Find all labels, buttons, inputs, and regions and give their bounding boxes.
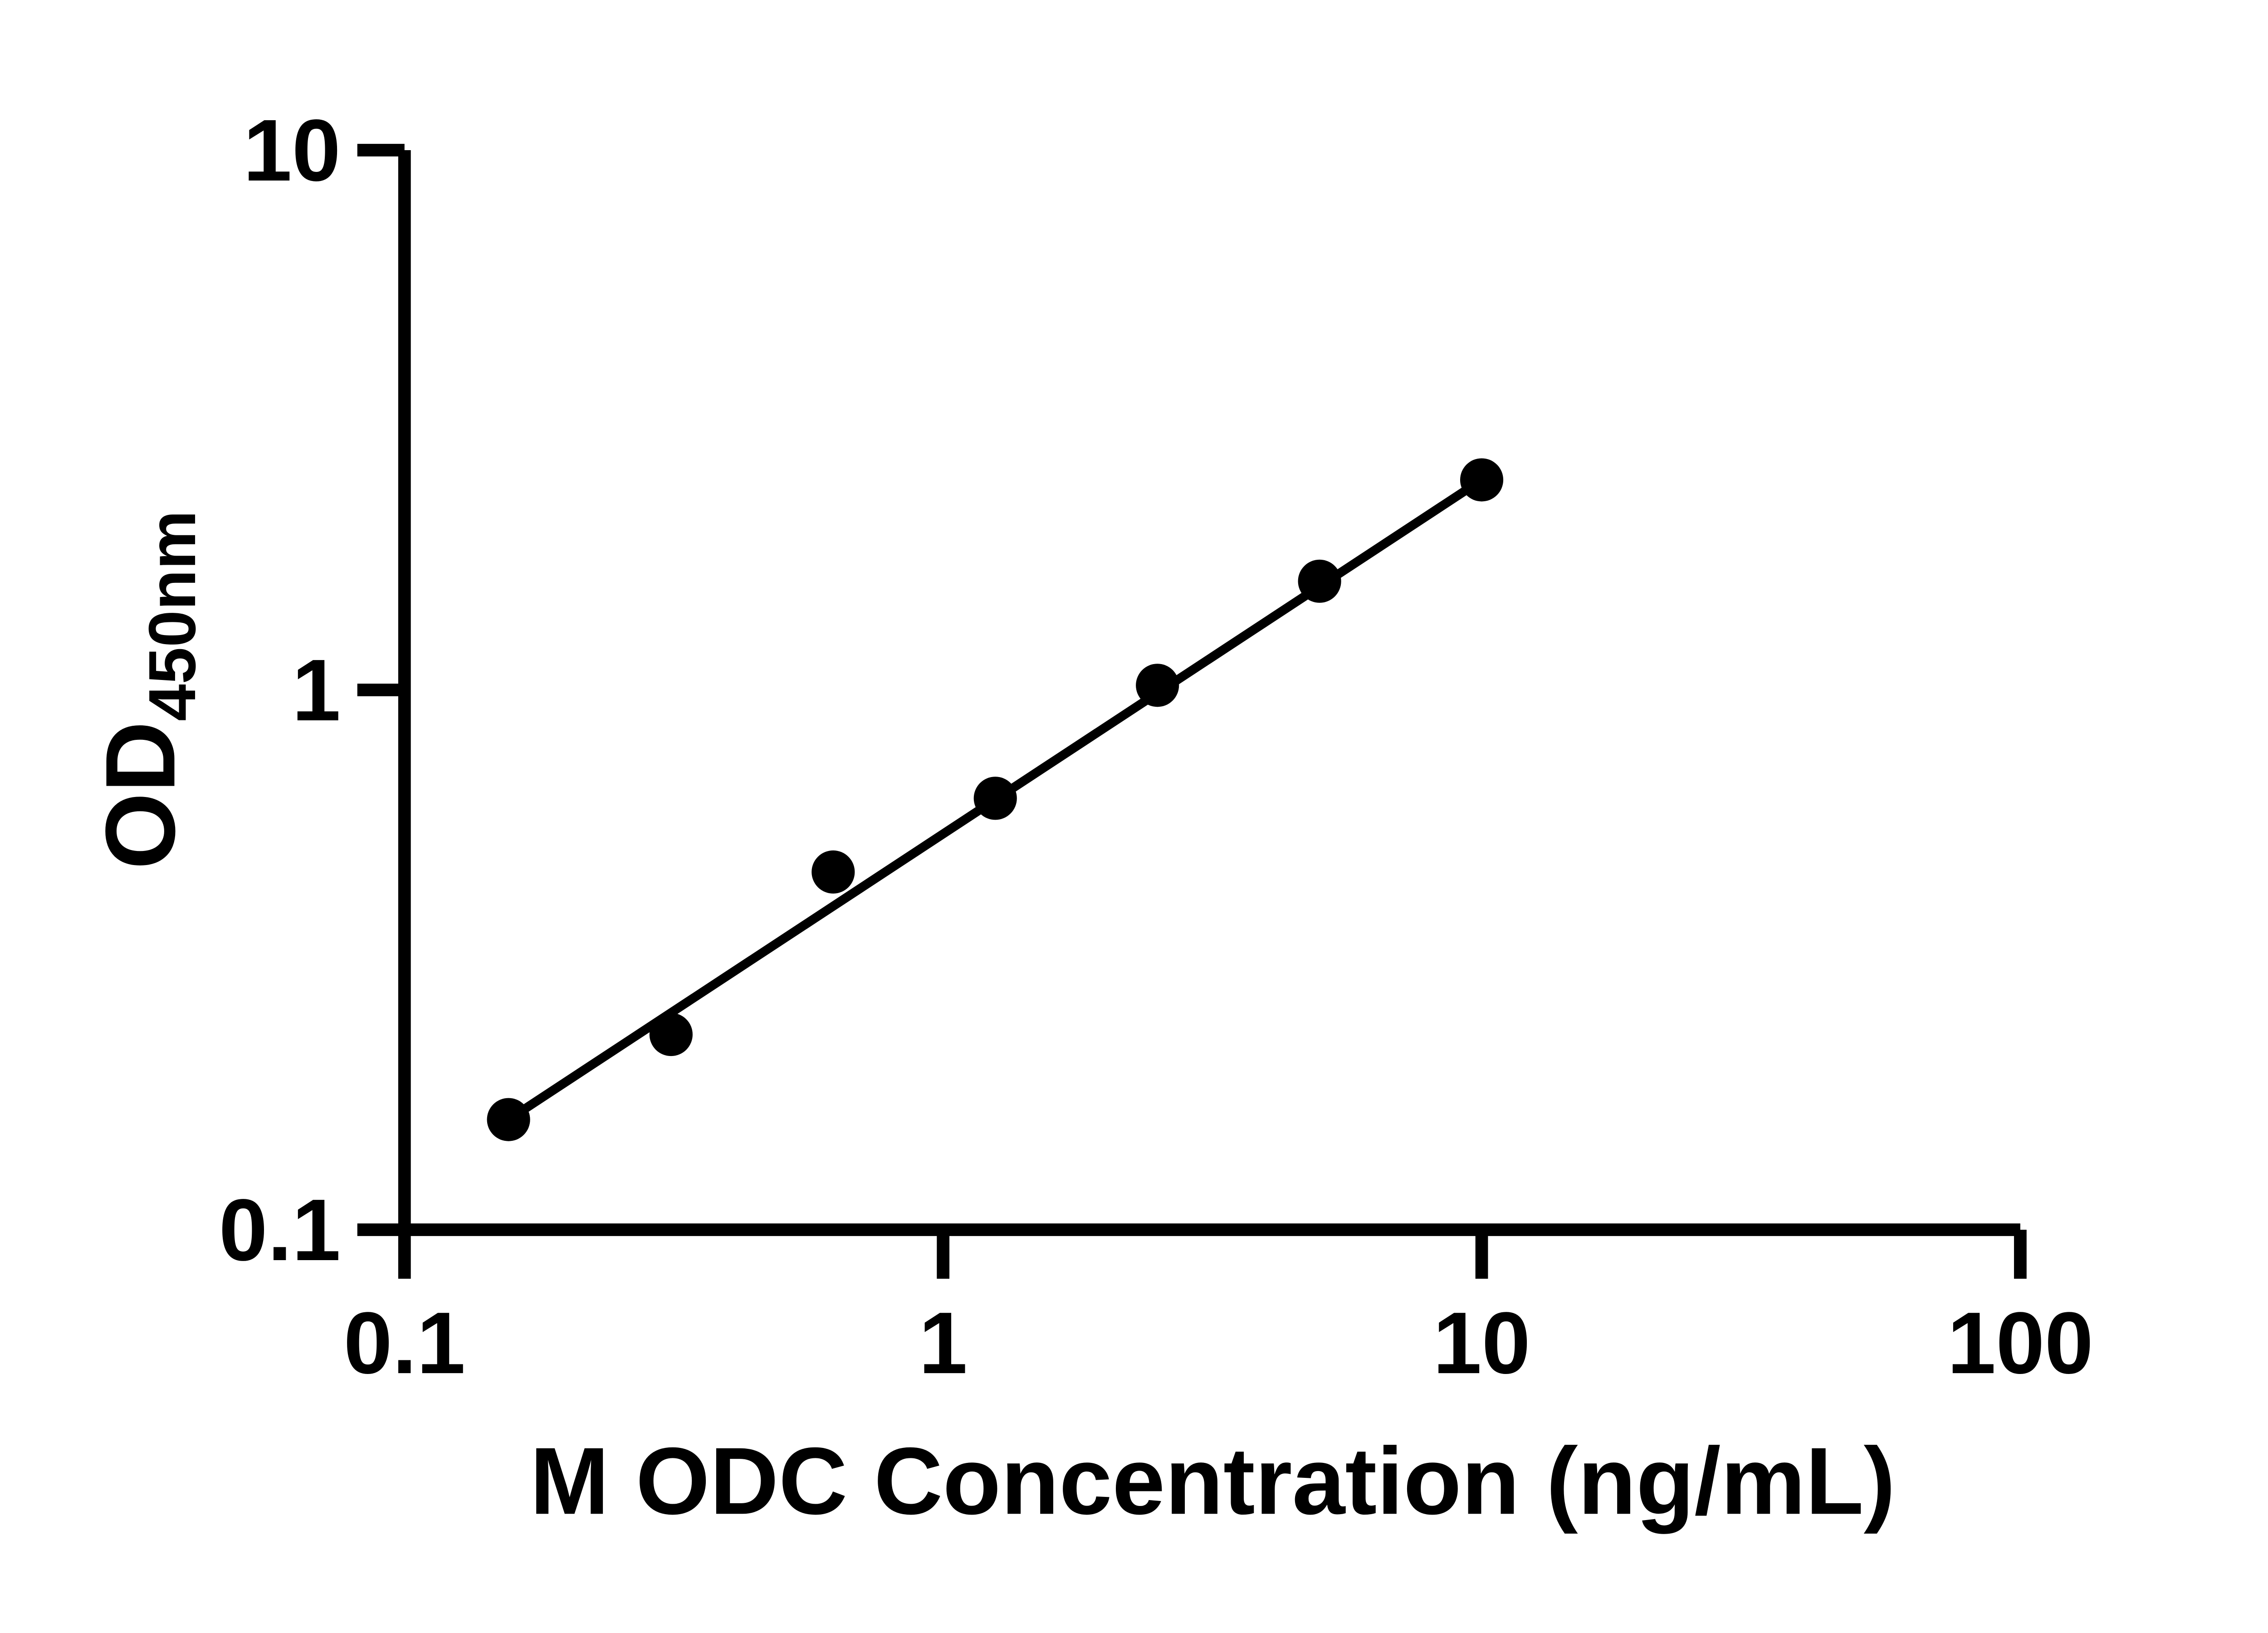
axis-frame	[398, 150, 2020, 1236]
x-tick-label-0.1: 0.1	[343, 1294, 465, 1392]
axis-ticks	[357, 144, 2027, 1279]
y-axis-title: OD450nm	[85, 510, 210, 870]
x-axis-title: M ODC Concentration (ng/mL)	[530, 1428, 1895, 1534]
tick-labels: 10 1 0.10.1 1 10 100	[219, 101, 2093, 1392]
y-tick-label-10: 10	[243, 101, 341, 199]
y-tick-label-1: 1	[292, 641, 341, 739]
data-point-3	[811, 850, 855, 894]
data-point-6	[1298, 559, 1341, 603]
x-tick-label-1: 1	[919, 1294, 967, 1392]
data-point-2	[649, 1013, 693, 1056]
data-point-7	[1460, 458, 1504, 502]
x-tick-label-10: 10	[1433, 1294, 1530, 1392]
y-axis-title-subscript: 450nm	[135, 510, 210, 721]
data-points	[487, 458, 1504, 1141]
y-tick-label-0.1: 0.1	[219, 1181, 341, 1279]
data-point-4	[973, 777, 1017, 820]
data-point-1	[487, 1098, 530, 1141]
y-axis-title-main: OD	[85, 721, 196, 870]
x-tick-label-100: 100	[1947, 1294, 2093, 1392]
data-point-5	[1136, 664, 1179, 707]
axes	[398, 150, 2020, 1236]
